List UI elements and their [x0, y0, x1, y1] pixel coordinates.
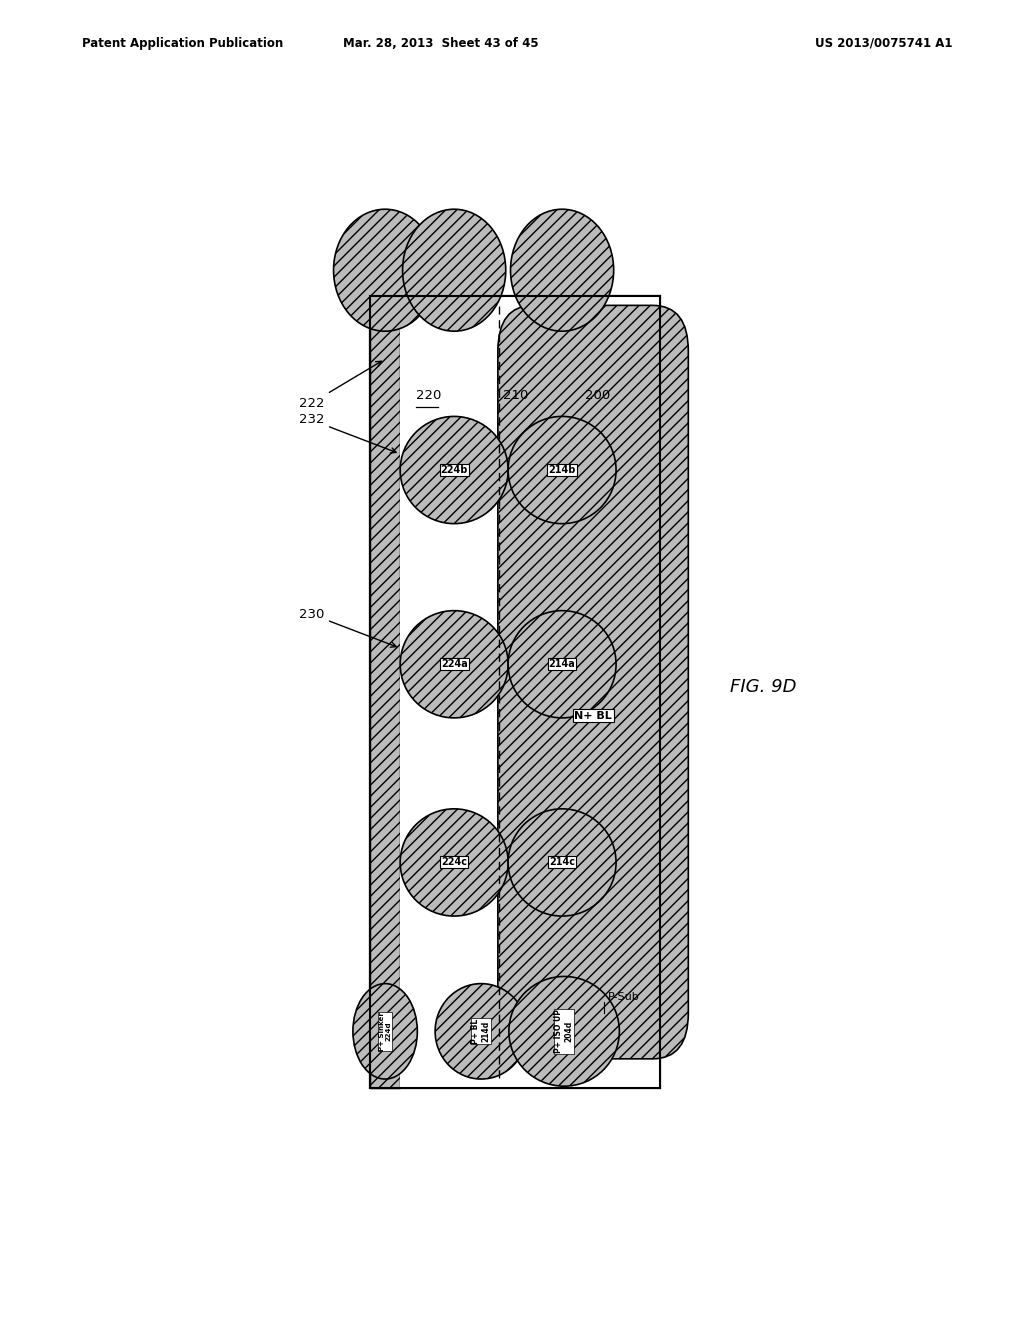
Text: US 2013/0075741 A1: US 2013/0075741 A1 — [815, 37, 952, 50]
Text: 220: 220 — [416, 388, 441, 401]
Text: 214c: 214c — [549, 858, 575, 867]
Text: Patent Application Publication: Patent Application Publication — [82, 37, 284, 50]
Text: P+ ISO UP
204d: P+ ISO UP 204d — [554, 1010, 573, 1053]
Bar — [370, 276, 400, 296]
Text: P-Sub: P-Sub — [607, 993, 639, 1002]
Text: 214b: 214b — [549, 465, 575, 475]
Ellipse shape — [508, 809, 616, 916]
Ellipse shape — [353, 983, 418, 1078]
Ellipse shape — [435, 983, 527, 1078]
Text: 214a: 214a — [549, 659, 575, 669]
Text: P+ Sinker
224d: P+ Sinker 224d — [379, 1012, 391, 1051]
Ellipse shape — [334, 210, 436, 331]
Text: N+ BL: N+ BL — [574, 710, 612, 721]
Ellipse shape — [402, 210, 506, 331]
Text: 222: 222 — [299, 362, 381, 409]
Ellipse shape — [400, 809, 508, 916]
Bar — [370, 296, 400, 1089]
Bar — [370, 296, 659, 1089]
Text: 224a: 224a — [440, 659, 468, 669]
FancyBboxPatch shape — [498, 305, 688, 1059]
Ellipse shape — [511, 210, 613, 331]
Text: 232: 232 — [299, 413, 396, 453]
Text: 224c: 224c — [441, 858, 467, 867]
Text: 230: 230 — [299, 607, 396, 647]
Bar — [370, 296, 659, 1089]
Text: FIG. 9D: FIG. 9D — [730, 678, 796, 696]
Ellipse shape — [400, 416, 508, 524]
Bar — [400, 296, 659, 1089]
Ellipse shape — [508, 416, 616, 524]
Text: 200: 200 — [585, 388, 610, 401]
Text: 210: 210 — [503, 388, 528, 401]
Bar — [370, 296, 659, 1089]
Ellipse shape — [508, 611, 616, 718]
Ellipse shape — [509, 977, 620, 1086]
Text: 224b: 224b — [440, 465, 468, 475]
Text: P+ BL
214d: P+ BL 214d — [471, 1019, 490, 1044]
Text: Mar. 28, 2013  Sheet 43 of 45: Mar. 28, 2013 Sheet 43 of 45 — [342, 37, 539, 50]
Ellipse shape — [400, 611, 508, 718]
